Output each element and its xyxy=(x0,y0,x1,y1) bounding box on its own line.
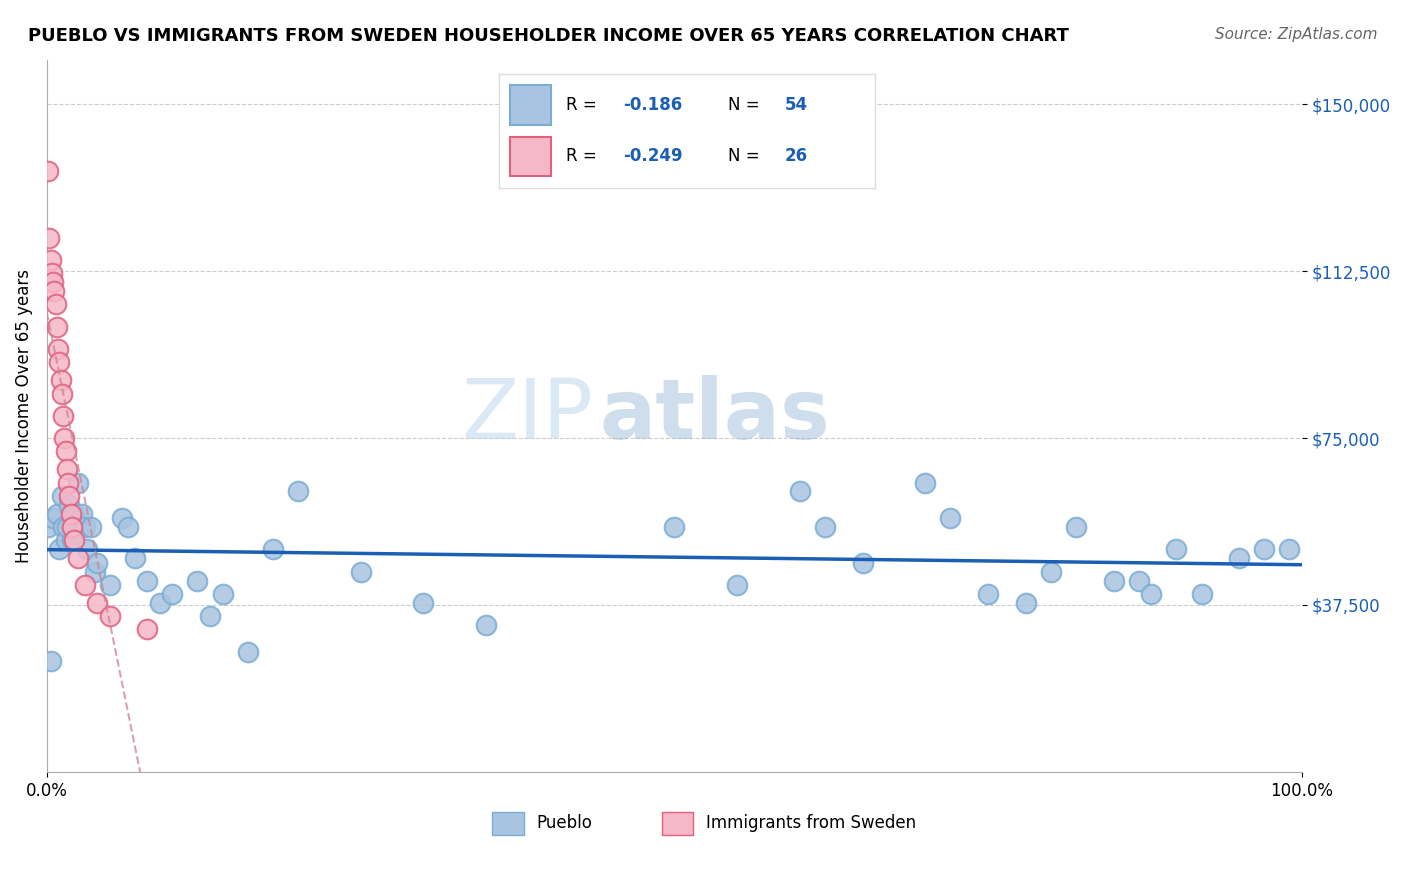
Point xyxy=(83,565,105,579)
Point xyxy=(55,444,77,458)
Point xyxy=(52,409,75,423)
Point xyxy=(262,542,284,557)
Point xyxy=(39,654,62,668)
Point xyxy=(67,475,90,490)
Point xyxy=(76,542,98,557)
Point xyxy=(60,520,83,534)
Point xyxy=(136,623,159,637)
Point xyxy=(51,386,73,401)
Point xyxy=(41,266,63,280)
Point xyxy=(98,578,121,592)
Point xyxy=(60,533,83,548)
Point xyxy=(117,520,139,534)
Point xyxy=(52,520,75,534)
Point xyxy=(287,484,309,499)
Point xyxy=(1227,551,1250,566)
Point xyxy=(56,462,79,476)
FancyBboxPatch shape xyxy=(662,812,693,835)
Point xyxy=(852,556,875,570)
Point xyxy=(44,284,66,298)
Point xyxy=(136,574,159,588)
Point xyxy=(48,355,70,369)
Point xyxy=(186,574,208,588)
Text: atlas: atlas xyxy=(599,376,830,457)
Point xyxy=(149,596,172,610)
Point xyxy=(55,533,77,548)
Point xyxy=(37,520,59,534)
Point xyxy=(1166,542,1188,557)
Text: Source: ZipAtlas.com: Source: ZipAtlas.com xyxy=(1215,27,1378,42)
Point xyxy=(37,164,59,178)
Point xyxy=(45,297,67,311)
Point xyxy=(73,578,96,592)
Y-axis label: Householder Income Over 65 years: Householder Income Over 65 years xyxy=(15,268,32,563)
Point xyxy=(58,475,80,490)
Point xyxy=(198,609,221,624)
Point xyxy=(1128,574,1150,588)
Point xyxy=(63,533,86,548)
Point xyxy=(1039,565,1062,579)
Point xyxy=(475,618,498,632)
Point xyxy=(56,520,79,534)
Text: Immigrants from Sweden: Immigrants from Sweden xyxy=(706,814,915,832)
Text: PUEBLO VS IMMIGRANTS FROM SWEDEN HOUSEHOLDER INCOME OVER 65 YEARS CORRELATION CH: PUEBLO VS IMMIGRANTS FROM SWEDEN HOUSEHO… xyxy=(28,27,1069,45)
Point xyxy=(39,252,62,267)
Point xyxy=(45,507,67,521)
Point xyxy=(1278,542,1301,557)
Point xyxy=(38,230,60,244)
Point xyxy=(1140,587,1163,601)
Point xyxy=(49,373,72,387)
Point xyxy=(211,587,233,601)
Point xyxy=(46,342,69,356)
Point xyxy=(42,511,65,525)
Point xyxy=(67,551,90,566)
Point xyxy=(73,520,96,534)
Point xyxy=(977,587,1000,601)
Text: ZIP: ZIP xyxy=(461,376,593,457)
Point xyxy=(350,565,373,579)
Point xyxy=(59,507,82,521)
Point xyxy=(80,520,103,534)
Point xyxy=(725,578,748,592)
Point xyxy=(939,511,962,525)
Point xyxy=(111,511,134,525)
Point xyxy=(45,319,67,334)
Point xyxy=(1191,587,1213,601)
Point xyxy=(1064,520,1087,534)
Point xyxy=(412,596,434,610)
Point xyxy=(789,484,811,499)
Point xyxy=(1015,596,1038,610)
Point xyxy=(98,609,121,624)
Point xyxy=(86,596,108,610)
Point xyxy=(664,520,686,534)
FancyBboxPatch shape xyxy=(492,812,524,835)
Point xyxy=(86,556,108,570)
Point xyxy=(70,507,93,521)
Point xyxy=(48,542,70,557)
Point xyxy=(914,475,936,490)
Point xyxy=(42,275,65,289)
Point xyxy=(162,587,184,601)
Point xyxy=(814,520,837,534)
Point xyxy=(1253,542,1275,557)
Point xyxy=(58,498,80,512)
Text: Pueblo: Pueblo xyxy=(536,814,592,832)
Point xyxy=(63,507,86,521)
Point xyxy=(53,431,76,445)
Point xyxy=(1102,574,1125,588)
Point xyxy=(124,551,146,566)
Point xyxy=(236,645,259,659)
Point xyxy=(51,489,73,503)
Point xyxy=(58,489,80,503)
